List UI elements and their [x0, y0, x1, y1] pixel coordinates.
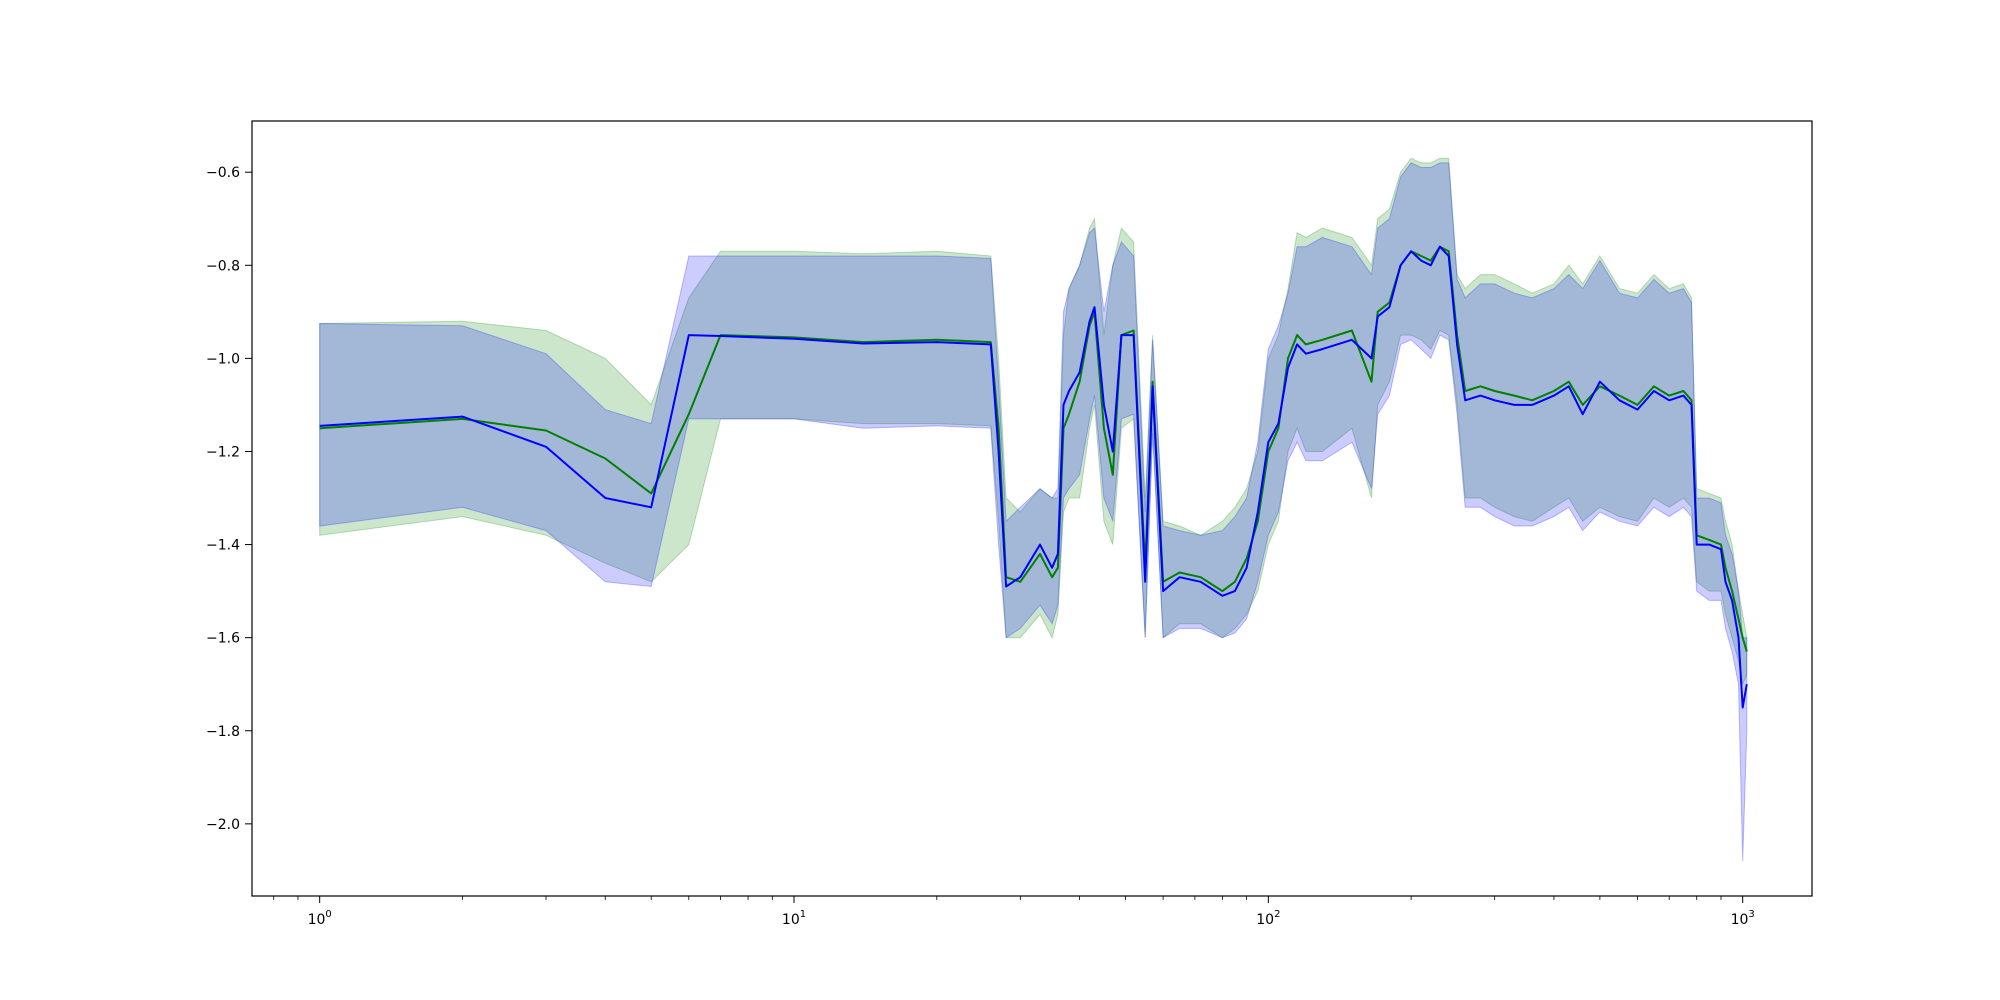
y-tick-label: −1.0	[206, 351, 240, 367]
y-tick-label: −2.0	[206, 817, 240, 833]
y-tick-label: −0.8	[206, 258, 240, 274]
series-1-band	[319, 157, 1748, 686]
y-tick-label: −0.6	[206, 165, 240, 181]
y-tick-label: −1.8	[206, 724, 240, 740]
y-tick-label: −1.2	[206, 444, 240, 460]
series-2-band	[319, 162, 1748, 862]
y-tick-label: −1.4	[206, 538, 240, 554]
series-lines	[319, 245, 1748, 709]
y-axis-ticks: −0.6 −0.8 −1.0 −1.2 −1.4 −1.6 −1.8 −2.0	[206, 165, 252, 833]
confidence-bands	[319, 157, 1748, 862]
series-1-line	[319, 245, 1748, 652]
plot-frame	[251, 120, 1813, 897]
y-tick-label: −1.6	[206, 631, 240, 647]
series-2-line	[319, 245, 1748, 709]
